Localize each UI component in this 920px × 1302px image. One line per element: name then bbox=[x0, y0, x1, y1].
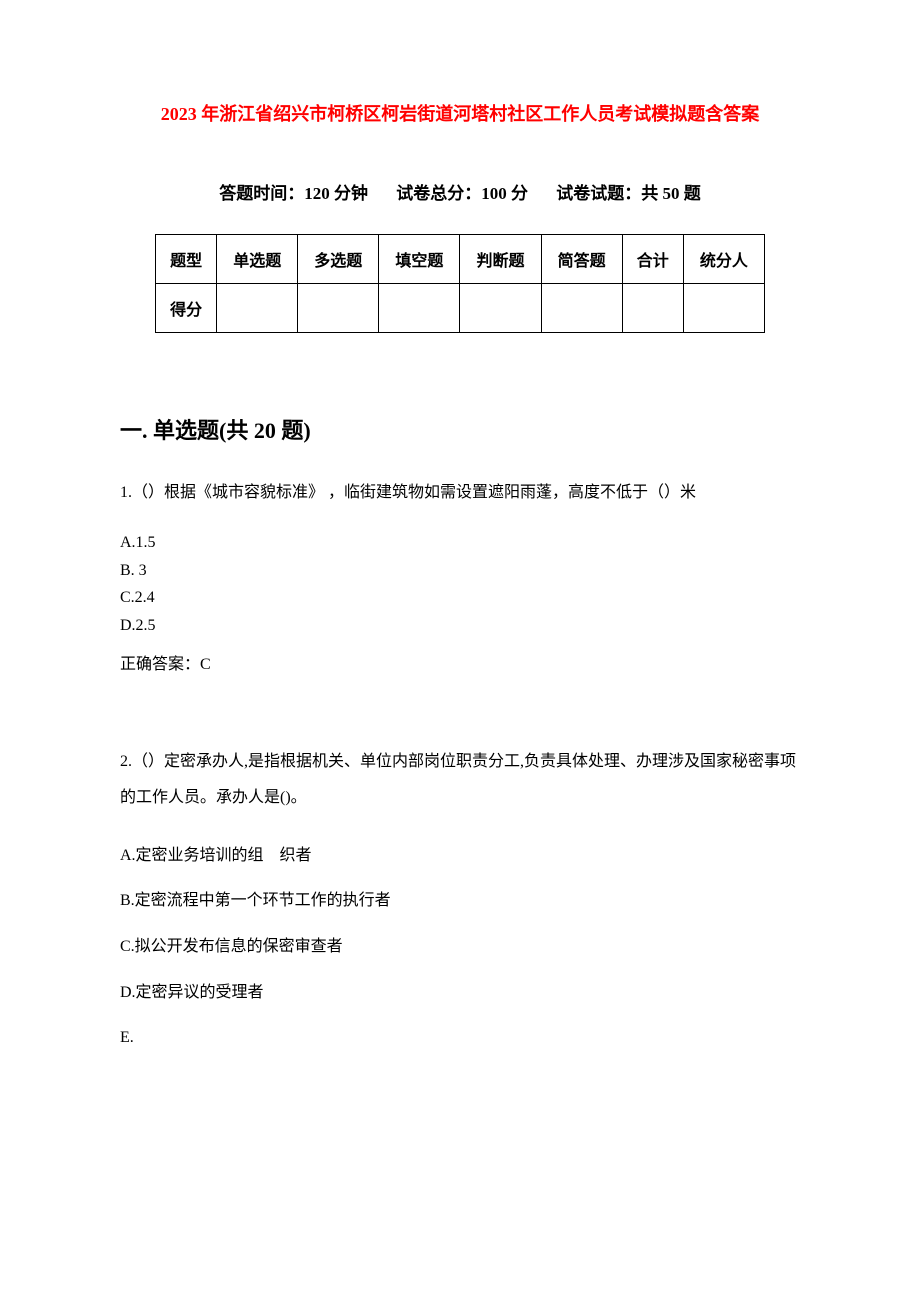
q1-option-b: B. 3 bbox=[120, 558, 800, 584]
table-score-row: 得分 bbox=[156, 283, 765, 332]
header-type: 题型 bbox=[156, 234, 217, 283]
q1-option-a: A.1.5 bbox=[120, 530, 800, 556]
score-cell bbox=[683, 283, 764, 332]
section-heading: 一. 单选题(共 20 题) bbox=[120, 413, 800, 445]
question-2-options: A.定密业务培训的组 织者 B.定密流程中第一个环节工作的执行者 C.拟公开发布… bbox=[120, 835, 800, 1059]
score-cell bbox=[298, 283, 379, 332]
table-header-row: 题型 单选题 多选题 填空题 判断题 简答题 合计 统分人 bbox=[156, 234, 765, 283]
exam-time: 答题时间：120 分钟 bbox=[219, 184, 368, 203]
header-fill: 填空题 bbox=[379, 234, 460, 283]
q1-option-d: D.2.5 bbox=[120, 613, 800, 639]
q2-option-c: C.拟公开发布信息的保密审查者 bbox=[120, 926, 800, 968]
question-1-text: 1.（）根据《城市容貌标准》 ，临街建筑物如需设置遮阳雨蓬，高度不低于（）米 bbox=[120, 475, 800, 510]
exam-total-questions: 试卷试题：共 50 题 bbox=[556, 184, 701, 203]
exam-info-row: 答题时间：120 分钟 试卷总分：100 分 试卷试题：共 50 题 bbox=[120, 179, 800, 204]
header-judge: 判断题 bbox=[460, 234, 541, 283]
score-table: 题型 单选题 多选题 填空题 判断题 简答题 合计 统分人 得分 bbox=[155, 234, 765, 333]
score-cell bbox=[379, 283, 460, 332]
score-cell bbox=[541, 283, 622, 332]
header-single: 单选题 bbox=[217, 234, 298, 283]
question-1-answer: 正确答案：C bbox=[120, 650, 800, 674]
score-cell bbox=[622, 283, 683, 332]
score-cell bbox=[217, 283, 298, 332]
q2-option-d: D.定密异议的受理者 bbox=[120, 972, 800, 1014]
q2-option-a: A.定密业务培训的组 织者 bbox=[120, 835, 800, 877]
header-multi: 多选题 bbox=[298, 234, 379, 283]
document-title: 2023 年浙江省绍兴市柯桥区柯岩街道河塔村社区工作人员考试模拟题含答案 bbox=[120, 100, 800, 129]
question-1-options: A.1.5 B. 3 C.2.4 D.2.5 bbox=[120, 530, 800, 638]
score-label: 得分 bbox=[156, 283, 217, 332]
header-total: 合计 bbox=[622, 234, 683, 283]
q1-option-c: C.2.4 bbox=[120, 585, 800, 611]
q2-option-e: E. bbox=[120, 1017, 800, 1059]
score-cell bbox=[460, 283, 541, 332]
exam-total-score: 试卷总分：100 分 bbox=[396, 184, 528, 203]
question-2-text: 2.（）定密承办人,是指根据机关、单位内部岗位职责分工,负责具体处理、办理涉及国… bbox=[120, 744, 800, 814]
header-scorer: 统分人 bbox=[683, 234, 764, 283]
q2-option-b: B.定密流程中第一个环节工作的执行者 bbox=[120, 880, 800, 922]
header-short: 简答题 bbox=[541, 234, 622, 283]
